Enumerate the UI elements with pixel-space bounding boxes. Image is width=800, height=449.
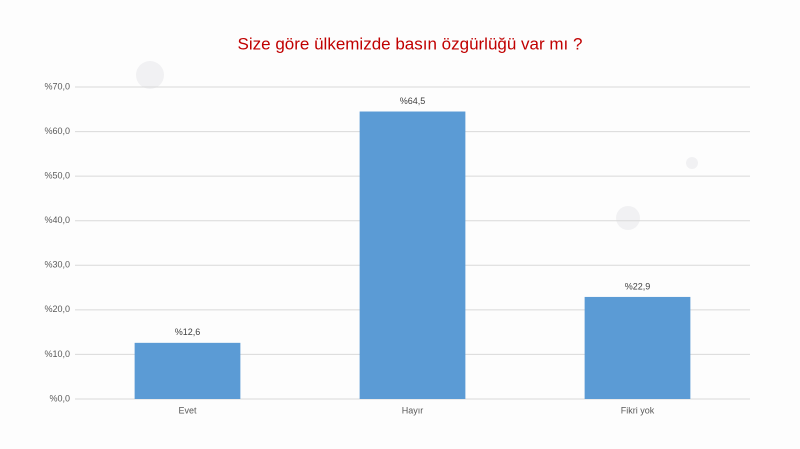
decoration [616,206,640,230]
y-tick-label: %40,0 [44,215,70,225]
x-tick-label: Fikri yok [621,405,655,415]
y-tick-label: %70,0 [44,81,70,91]
data-label: %64,5 [400,96,426,106]
y-tick-label: %60,0 [44,126,70,136]
decoration [686,157,698,169]
decoration [136,61,164,89]
x-tick-label: Evet [178,405,197,415]
y-tick-label: %20,0 [44,304,70,314]
y-tick-label: %50,0 [44,171,70,181]
bar [584,296,691,399]
y-tick-label: %0,0 [49,393,70,403]
x-tick-label: Hayır [402,405,424,415]
data-label: %22,9 [625,281,651,291]
y-tick-label: %30,0 [44,260,70,270]
bar [134,342,241,399]
chart-title: Size göre ülkemizde basın özgürlüğü var … [238,34,583,53]
bar [359,111,466,399]
data-label: %12,6 [175,327,201,337]
y-tick-label: %10,0 [44,349,70,359]
